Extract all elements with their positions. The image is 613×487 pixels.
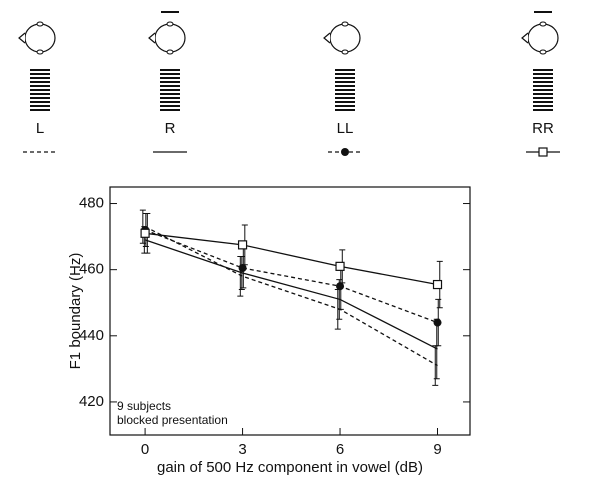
head-ear xyxy=(37,22,43,26)
figure: gain of 500 Hz component in vowel (dB) F… xyxy=(0,0,613,487)
annotation: blocked presentation xyxy=(117,413,228,427)
marker xyxy=(141,229,149,237)
series-line xyxy=(145,227,437,366)
legend-entry: LL xyxy=(324,22,362,156)
head-nose xyxy=(19,33,25,43)
head-ear xyxy=(167,22,173,26)
marker xyxy=(434,319,442,327)
marker xyxy=(239,264,247,272)
marker xyxy=(239,241,247,249)
head-ear xyxy=(540,50,546,54)
legend-entry: R xyxy=(149,12,187,152)
y-tick-label: 460 xyxy=(79,261,104,278)
legend-entry: L xyxy=(19,22,57,152)
legend-label: L xyxy=(36,120,44,137)
head-icon xyxy=(155,24,185,52)
marker xyxy=(336,282,344,290)
y-tick-label: 440 xyxy=(79,327,104,344)
head-ear xyxy=(342,50,348,54)
x-axis-label: gain of 500 Hz component in vowel (dB) xyxy=(157,459,423,476)
x-tick-label: 0 xyxy=(141,441,149,458)
head-icon xyxy=(528,24,558,52)
x-tick-label: 9 xyxy=(433,441,441,458)
marker xyxy=(341,148,349,156)
marker xyxy=(434,281,442,289)
y-tick-label: 480 xyxy=(79,195,104,212)
marker xyxy=(539,148,547,156)
plot-frame xyxy=(110,187,470,435)
head-icon xyxy=(25,24,55,52)
x-tick-label: 3 xyxy=(238,441,246,458)
head-nose xyxy=(522,33,528,43)
legend-label: RR xyxy=(532,120,554,137)
legend-label: R xyxy=(165,120,176,137)
legend-entry: RR xyxy=(522,12,560,156)
legend-label: LL xyxy=(337,120,354,137)
annotation: 9 subjects xyxy=(117,399,171,413)
head-nose xyxy=(149,33,155,43)
error-bar xyxy=(237,256,243,296)
head-nose xyxy=(324,33,330,43)
head-ear xyxy=(540,22,546,26)
x-tick-label: 6 xyxy=(336,441,344,458)
head-ear xyxy=(37,50,43,54)
head-ear xyxy=(167,50,173,54)
marker xyxy=(336,262,344,270)
y-tick-label: 420 xyxy=(79,393,104,410)
head-icon xyxy=(330,24,360,52)
head-ear xyxy=(342,22,348,26)
